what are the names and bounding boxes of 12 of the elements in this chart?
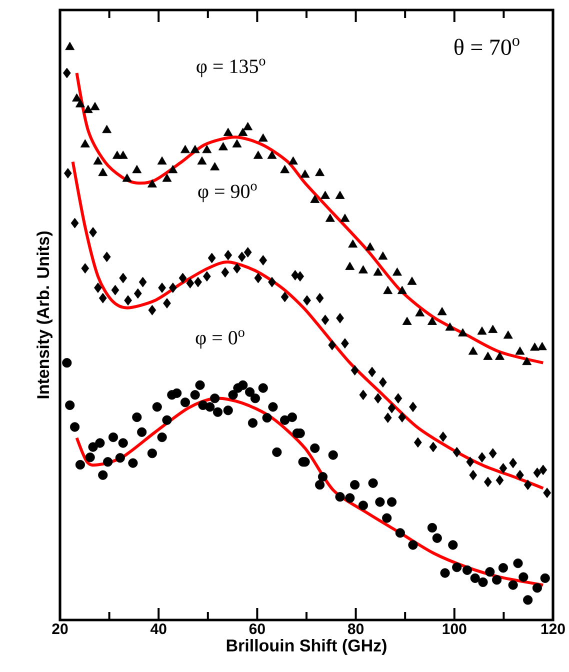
- annotation: φ = 0$^{o}$: [196, 330, 244, 349]
- annotation: φ = 135$^{o}$: [196, 58, 266, 78]
- x-tick-label: 40: [150, 624, 166, 634]
- annotation: φ = 90$^{o}$: [198, 184, 257, 202]
- y-axis-title: Intensity (Arb. Units): [36, 231, 52, 398]
- x-tick-label: 80: [348, 624, 364, 634]
- x-tick-label: 60: [249, 624, 265, 634]
- x-tick-label: 20: [52, 624, 68, 634]
- x-tick-label: 120: [541, 624, 565, 634]
- x-tick-label: 100: [442, 624, 466, 634]
- annotation: θ = 70$^{o}$: [454, 38, 520, 56]
- x-axis-title: Brillouin Shift (GHz): [226, 639, 386, 655]
